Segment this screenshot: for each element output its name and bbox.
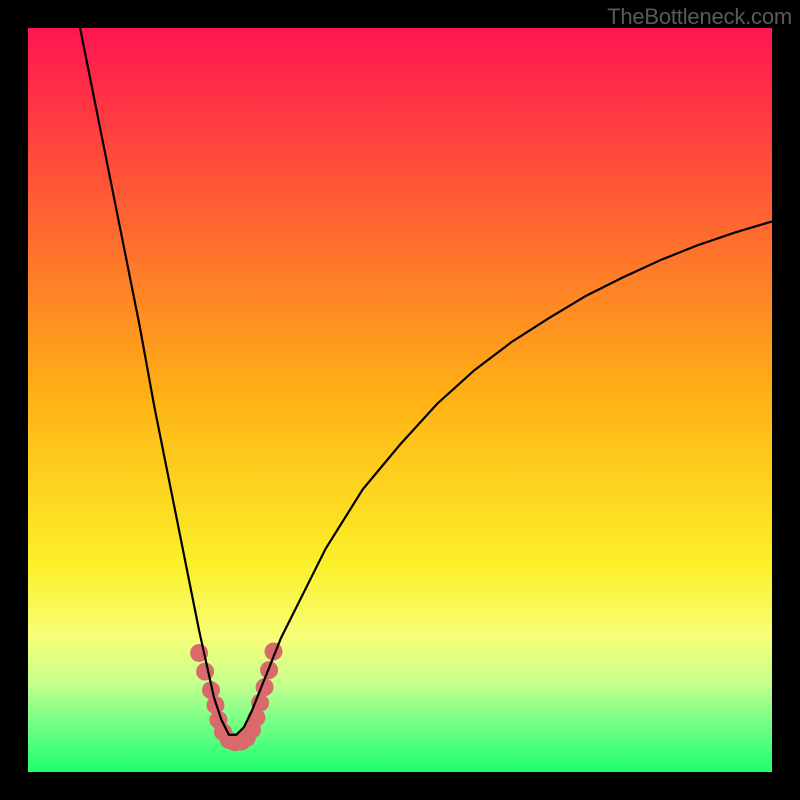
curve-marker	[251, 694, 269, 712]
watermark-text: TheBottleneck.com	[607, 4, 792, 30]
bottleneck-curve	[80, 28, 772, 735]
plot-area	[28, 28, 772, 772]
curve-marker	[196, 663, 214, 681]
curve-layer	[28, 28, 772, 772]
